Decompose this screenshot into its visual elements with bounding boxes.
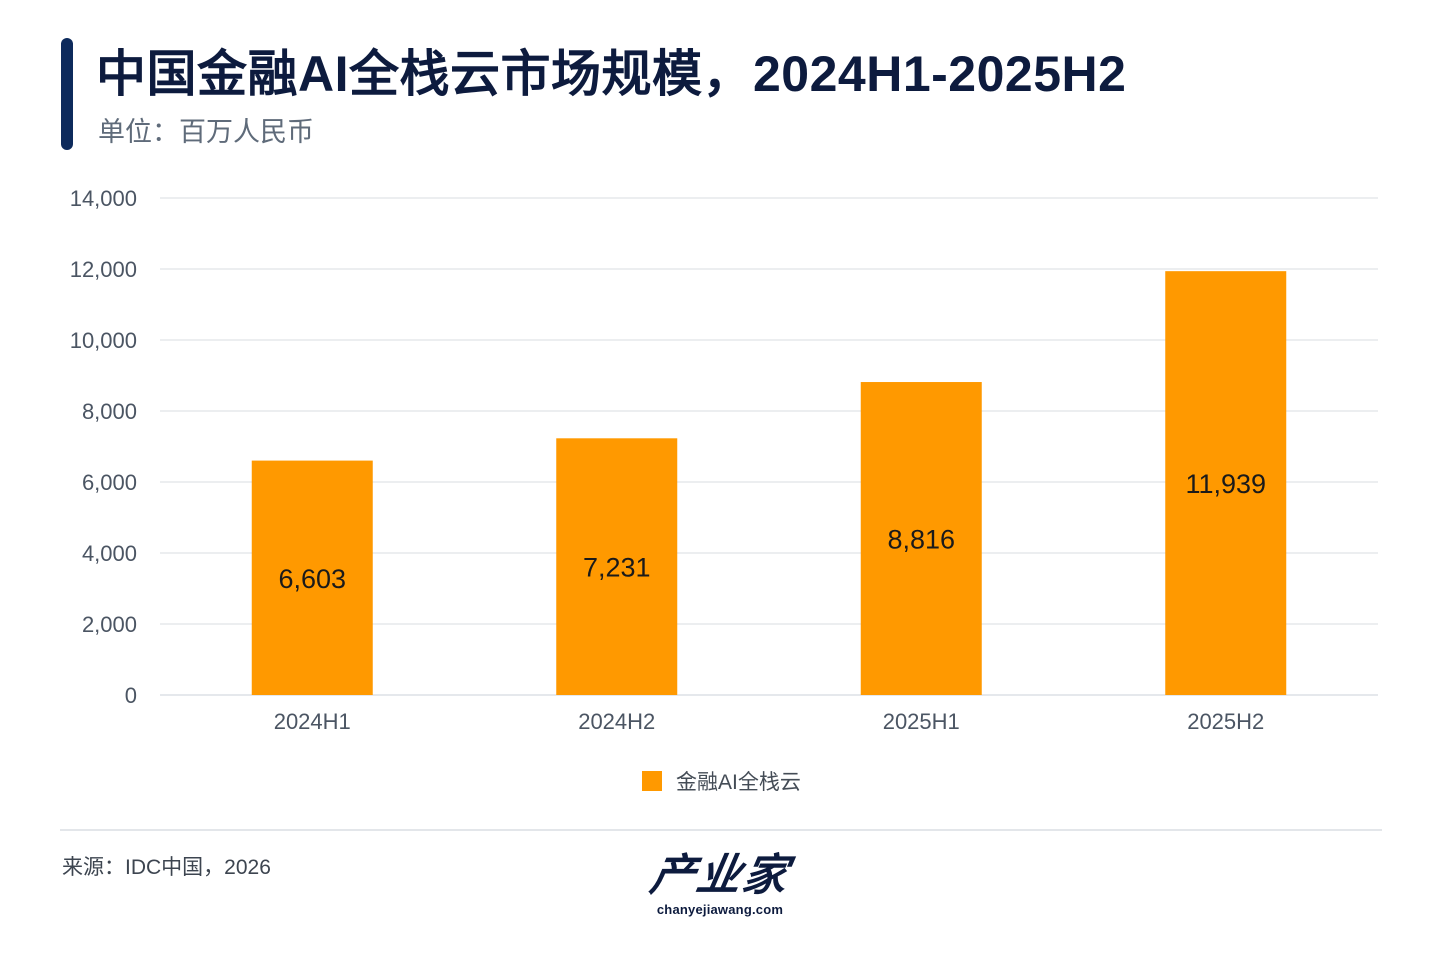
y-tick-label: 14,000 bbox=[70, 186, 137, 211]
y-tick-label: 10,000 bbox=[70, 328, 137, 353]
y-tick-label: 6,000 bbox=[82, 470, 137, 495]
x-tick-label: 2025H1 bbox=[883, 709, 960, 734]
chart-title: 中国金融AI全栈云市场规模，2024H1-2025H2 bbox=[96, 46, 1127, 102]
x-tick-label: 2024H1 bbox=[274, 709, 351, 734]
bar bbox=[556, 438, 678, 695]
source-note: 来源：IDC中国，2026 bbox=[62, 856, 271, 879]
brand-logo: 产业家 chanyejiawang.com bbox=[634, 850, 806, 918]
y-tick-label: 8,000 bbox=[82, 399, 137, 424]
y-tick-label: 2,000 bbox=[82, 612, 137, 637]
x-tick-label: 2024H2 bbox=[578, 709, 655, 734]
bar-value-label: 6,603 bbox=[278, 564, 346, 594]
legend-label: 金融AI全栈云 bbox=[676, 771, 801, 794]
y-tick-label: 4,000 bbox=[82, 541, 137, 566]
chart-legend: 金融AI全栈云 bbox=[642, 766, 801, 796]
bar-value-label: 11,939 bbox=[1185, 469, 1266, 499]
legend-swatch bbox=[642, 771, 662, 791]
bar bbox=[1165, 271, 1287, 695]
chart-subtitle: 单位：百万人民币 bbox=[98, 117, 314, 147]
y-tick-label: 0 bbox=[125, 683, 137, 708]
footer-divider bbox=[60, 829, 1382, 831]
bar bbox=[860, 382, 982, 695]
x-tick-label: 2025H2 bbox=[1187, 709, 1264, 734]
bar bbox=[251, 460, 373, 695]
y-tick-label: 12,000 bbox=[70, 257, 137, 282]
brand-logo-wordmark: 产业家 bbox=[646, 851, 794, 900]
bar-value-label: 8,816 bbox=[887, 525, 955, 555]
title-accent-bar bbox=[61, 38, 73, 150]
bar-value-label: 7,231 bbox=[583, 553, 651, 583]
brand-logo-url: chanyejiawang.com bbox=[656, 902, 784, 917]
